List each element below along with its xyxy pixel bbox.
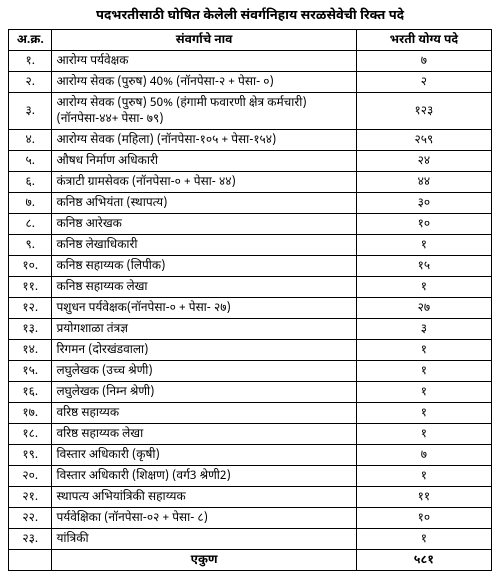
cell-sr: ३. bbox=[9, 93, 52, 130]
cell-sr: २१. bbox=[9, 487, 52, 508]
cell-sr: १५. bbox=[9, 361, 52, 382]
cell-count: २७ bbox=[356, 298, 491, 319]
total-label: एकुण bbox=[52, 550, 356, 571]
cell-count: २५९ bbox=[356, 130, 491, 151]
cell-sr: १४. bbox=[9, 340, 52, 361]
table-row: १५.लघुलेखक (उच्च श्रेणी)१ bbox=[9, 361, 492, 382]
cell-name: आरोग्य पर्यवेक्षक bbox=[52, 51, 356, 72]
table-row: २.आरोग्य सेवक (पुरुष) 40% (नॉनपेसा-२ + प… bbox=[9, 72, 492, 93]
cell-name: यांत्रिकी bbox=[52, 529, 356, 550]
table-row: १०.कनिष्ठ सहाय्यक (लिपीक)१५ bbox=[9, 256, 492, 277]
col-header-sr: अ.क्र. bbox=[9, 30, 52, 51]
cell-name: प्रयोगशाळा तंत्रज्ञ bbox=[52, 319, 356, 340]
cell-count: १२३ bbox=[356, 93, 491, 130]
cell-sr: ६. bbox=[9, 172, 52, 193]
cell-count: ७ bbox=[356, 445, 491, 466]
cell-sr: २. bbox=[9, 72, 52, 93]
table-row: ८.कनिष्ठ आरेखक१० bbox=[9, 214, 492, 235]
cell-name: पर्यवेक्षिका (नॉनपेसा-०२ + पेसा- ८) bbox=[52, 508, 356, 529]
table-row: १२.पशुधन पर्यवेक्षक(नॉनपेसा-० + पेसा- २७… bbox=[9, 298, 492, 319]
cell-count: ३ bbox=[356, 319, 491, 340]
cell-name: विस्तार अधिकारी (कृषी) bbox=[52, 445, 356, 466]
cell-sr: १२. bbox=[9, 298, 52, 319]
cell-count: ७ bbox=[356, 51, 491, 72]
cell-name: औषध निर्माण अधिकारी bbox=[52, 151, 356, 172]
cell-sr: ११. bbox=[9, 277, 52, 298]
cell-sr: १. bbox=[9, 51, 52, 72]
table-row: १८.वरिष्ठ सहाय्यक लेखा१ bbox=[9, 424, 492, 445]
cell-name: वरिष्ठ सहाय्यक bbox=[52, 403, 356, 424]
vacancy-table: अ.क्र. संवर्गाचे नाव भरती योग्य पदे १.आर… bbox=[8, 29, 492, 571]
cell-sr: ७. bbox=[9, 193, 52, 214]
cell-count: २४ bbox=[356, 151, 491, 172]
cell-name: वरिष्ठ सहाय्यक लेखा bbox=[52, 424, 356, 445]
cell-count: १० bbox=[356, 214, 491, 235]
cell-sr: १०. bbox=[9, 256, 52, 277]
cell-count: १ bbox=[356, 361, 491, 382]
cell-count: १ bbox=[356, 382, 491, 403]
table-row: १४.रिगमन (दोरखंडवाला)१ bbox=[9, 340, 492, 361]
cell-name: रिगमन (दोरखंडवाला) bbox=[52, 340, 356, 361]
cell-name: कनिष्ठ सहाय्यक लेखा bbox=[52, 277, 356, 298]
cell-count: ४४ bbox=[356, 172, 491, 193]
cell-sr: ८. bbox=[9, 214, 52, 235]
table-row: १७.वरिष्ठ सहाय्यक१ bbox=[9, 403, 492, 424]
cell-name: पशुधन पर्यवेक्षक(नॉनपेसा-० + पेसा- २७) bbox=[52, 298, 356, 319]
cell-name: कनिष्ठ सहाय्यक (लिपीक) bbox=[52, 256, 356, 277]
cell-name: स्थापत्य अभियांत्रिकी सहाय्यक bbox=[52, 487, 356, 508]
cell-name: विस्तार अधिकारी (शिक्षण) (वर्ग3 श्रेणी2) bbox=[52, 466, 356, 487]
cell-sr: १६. bbox=[9, 382, 52, 403]
cell-name: लघुलेखक (उच्च श्रेणी) bbox=[52, 361, 356, 382]
cell-count: १५ bbox=[356, 256, 491, 277]
cell-sr: २२. bbox=[9, 508, 52, 529]
table-row: ७.कनिष्ठ अभियंता (स्थापत्य)३० bbox=[9, 193, 492, 214]
table-row: ९.कनिष्ठ लेखाधिकारी१ bbox=[9, 235, 492, 256]
cell-sr: १८. bbox=[9, 424, 52, 445]
table-row: ४.आरोग्य सेवक (महिला) (नॉनपेसा-१०५ + पेस… bbox=[9, 130, 492, 151]
cell-sr: १७. bbox=[9, 403, 52, 424]
cell-count: ३० bbox=[356, 193, 491, 214]
table-row: ११.कनिष्ठ सहाय्यक लेखा१ bbox=[9, 277, 492, 298]
total-value: ५८१ bbox=[356, 550, 491, 571]
cell-sr: ९. bbox=[9, 235, 52, 256]
cell-count: १ bbox=[356, 466, 491, 487]
cell-name: आरोग्य सेवक (पुरुष) 50% (हंगामी फवारणी क… bbox=[52, 93, 356, 130]
table-row: २३.यांत्रिकी१ bbox=[9, 529, 492, 550]
cell-count: २ bbox=[356, 72, 491, 93]
table-row: ६.कंत्राटी ग्रामसेवक (नॉनपेसा-० + पेसा- … bbox=[9, 172, 492, 193]
cell-name: कनिष्ठ आरेखक bbox=[52, 214, 356, 235]
cell-sr: २०. bbox=[9, 466, 52, 487]
cell-sr: ४. bbox=[9, 130, 52, 151]
cell-count: १ bbox=[356, 277, 491, 298]
cell-count: १ bbox=[356, 235, 491, 256]
cell-name: आरोग्य सेवक (महिला) (नॉनपेसा-१०५ + पेसा-… bbox=[52, 130, 356, 151]
cell-name: कनिष्ठ लेखाधिकारी bbox=[52, 235, 356, 256]
table-row: २०.विस्तार अधिकारी (शिक्षण) (वर्ग3 श्रेण… bbox=[9, 466, 492, 487]
cell-sr: १९. bbox=[9, 445, 52, 466]
cell-name: कंत्राटी ग्रामसेवक (नॉनपेसा-० + पेसा- ४४… bbox=[52, 172, 356, 193]
cell-count: ११ bbox=[356, 487, 491, 508]
cell-count: १ bbox=[356, 424, 491, 445]
table-row: १.आरोग्य पर्यवेक्षक७ bbox=[9, 51, 492, 72]
cell-name: लघुलेखक (निम्न श्रेणी) bbox=[52, 382, 356, 403]
cell-sr: २३. bbox=[9, 529, 52, 550]
cell-count: १ bbox=[356, 340, 491, 361]
cell-count: १० bbox=[356, 508, 491, 529]
page-title: पदभरतीसाठी घोषित केलेली संवर्गनिहाय सरळस… bbox=[8, 8, 492, 25]
cell-sr: ५. bbox=[9, 151, 52, 172]
cell-name: आरोग्य सेवक (पुरुष) 40% (नॉनपेसा-२ + पेस… bbox=[52, 72, 356, 93]
col-header-count: भरती योग्य पदे bbox=[356, 30, 491, 51]
col-header-name: संवर्गाचे नाव bbox=[52, 30, 356, 51]
table-row: ३.आरोग्य सेवक (पुरुष) 50% (हंगामी फवारणी… bbox=[9, 93, 492, 130]
table-row: १९.विस्तार अधिकारी (कृषी)७ bbox=[9, 445, 492, 466]
table-row: १३.प्रयोगशाळा तंत्रज्ञ३ bbox=[9, 319, 492, 340]
cell-sr: १३. bbox=[9, 319, 52, 340]
cell-name: कनिष्ठ अभियंता (स्थापत्य) bbox=[52, 193, 356, 214]
table-row: २१.स्थापत्य अभियांत्रिकी सहाय्यक११ bbox=[9, 487, 492, 508]
table-row: ५.औषध निर्माण अधिकारी२४ bbox=[9, 151, 492, 172]
table-row: १६.लघुलेखक (निम्न श्रेणी)१ bbox=[9, 382, 492, 403]
cell-count: १ bbox=[356, 403, 491, 424]
table-row: २२.पर्यवेक्षिका (नॉनपेसा-०२ + पेसा- ८)१० bbox=[9, 508, 492, 529]
cell-count: १ bbox=[356, 529, 491, 550]
